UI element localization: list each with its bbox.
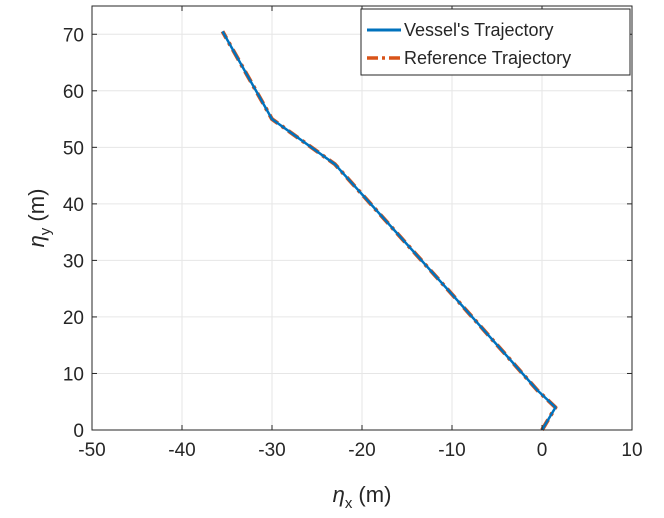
y-axis-label: ηy (m): [24, 189, 54, 248]
x-tick-label: -50: [78, 440, 105, 461]
legend-box: [360, 8, 631, 76]
series-group: [220, 30, 558, 432]
legend-label-vessel: Vessel's Trajectory: [404, 20, 554, 40]
x-tick-label: -10: [438, 440, 465, 461]
y-axis-label-subscript: y: [37, 227, 54, 235]
x-axis-label-subscript: x: [345, 495, 353, 512]
y-axis-label-symbol: η: [24, 235, 49, 247]
y-tick-label: 60: [63, 82, 84, 103]
x-tick-label: -40: [168, 440, 195, 461]
y-tick-label: 0: [73, 421, 84, 442]
tick-labels: -50 -40 -30 -20 -10 0 10 0 10 20 30 40 50 60 70: [63, 25, 643, 461]
x-tick-label: -20: [348, 440, 375, 461]
y-tick-label: 20: [63, 308, 84, 329]
x-tick-label: 0: [537, 440, 548, 461]
y-tick-label: 50: [63, 138, 84, 159]
x-tick-label: 10: [621, 440, 642, 461]
y-tick-label: 40: [63, 195, 84, 216]
x-tick-label: -30: [258, 440, 285, 461]
x-axis-label: ηx (m): [333, 482, 392, 512]
vessel-trajectory-line: [221, 30, 557, 431]
y-tick-label: 30: [63, 251, 84, 272]
x-axis-label-symbol: η: [333, 482, 345, 507]
legend-label-reference: Reference Trajectory: [404, 48, 571, 68]
y-tick-label: 10: [63, 364, 84, 385]
legend: Vessel's Trajectory Reference Trajectory: [360, 8, 631, 76]
y-axis-label-unit: (m): [24, 189, 49, 228]
x-axis-label-unit: (m): [352, 482, 391, 507]
y-tick-label: 70: [63, 25, 84, 46]
